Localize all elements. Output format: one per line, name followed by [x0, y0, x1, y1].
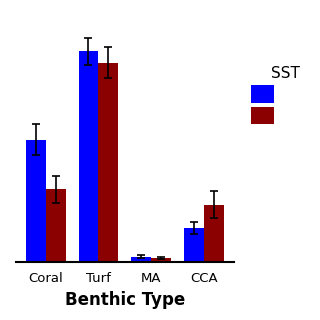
Bar: [204, 205, 224, 262]
Legend: Cold, Warm: Cold, Warm: [249, 64, 320, 127]
Bar: [26, 140, 46, 262]
Bar: [131, 257, 151, 262]
Bar: [78, 51, 99, 262]
Bar: [46, 189, 66, 262]
Bar: [99, 63, 118, 262]
X-axis label: Benthic Type: Benthic Type: [65, 291, 185, 309]
Bar: [184, 228, 204, 262]
Bar: [151, 258, 171, 262]
